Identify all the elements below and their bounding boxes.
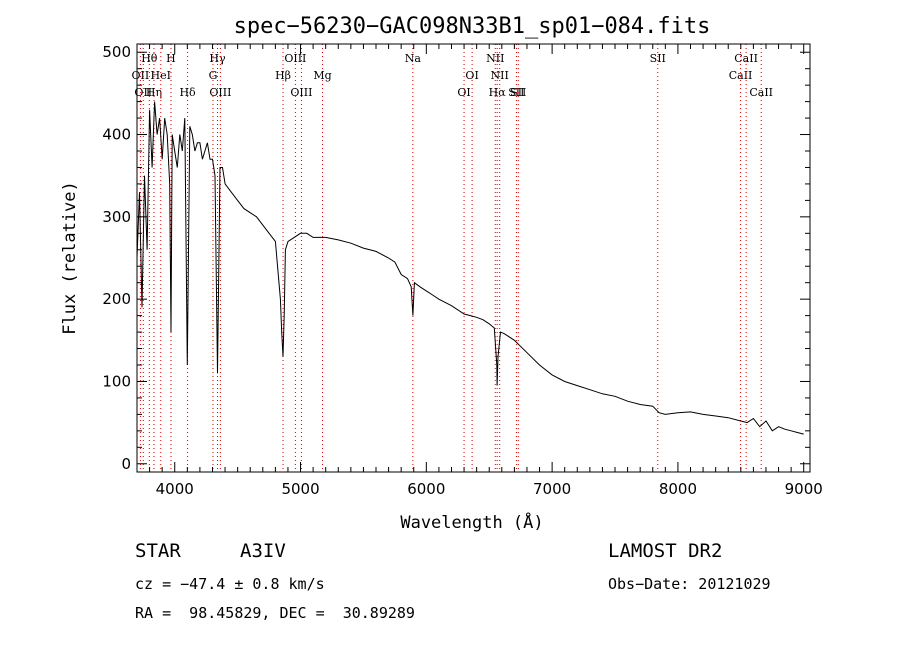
x-tick-label: 5000: [281, 480, 319, 498]
y-axis-label: Flux (relative): [60, 181, 80, 335]
line-marker-label: OIII: [284, 52, 306, 65]
line-marker-label: OIII: [290, 86, 312, 99]
ra-dec: RA = 98.45829, DEC = 30.89289: [135, 604, 415, 622]
chart-title: spec−56230−GAC098N33B1_sp01−084.fits: [234, 14, 711, 39]
object-class: STAR: [135, 540, 181, 562]
x-axis: 4000 5000 6000 7000 8000 9000: [136, 44, 823, 498]
line-marker-label: OI: [465, 69, 478, 82]
line-marker-label: SII: [650, 52, 666, 65]
x-tick-label: 6000: [407, 480, 445, 498]
y-tick-label: 0: [121, 455, 131, 473]
y-axis: 0 100 200 300 400 500: [102, 43, 810, 473]
y-tick-label: 300: [102, 208, 131, 226]
y-tick-label: 100: [102, 372, 131, 390]
x-tick-label: 4000: [156, 480, 194, 498]
plot-frame: [136, 43, 811, 473]
line-marker-label: HeI: [151, 69, 171, 82]
line-marker-label: G: [209, 69, 218, 82]
x-tick-label: 7000: [533, 480, 571, 498]
line-marker-label: Na: [405, 52, 422, 65]
line-marker-label: OI: [457, 86, 470, 99]
line-marker-label: CaII: [734, 52, 758, 65]
line-marker-label: H: [166, 52, 176, 65]
line-marker-label: Hη: [146, 86, 162, 99]
survey-name: LAMOST DR2: [608, 540, 723, 562]
line-marker-label: SII: [508, 86, 524, 99]
line-marker-label: Hδ: [179, 86, 196, 99]
line-marker-label: Hβ: [275, 69, 291, 82]
x-axis-label: Wavelength (Å): [400, 511, 543, 533]
spectral-subclass: A3IV: [240, 540, 286, 562]
velocity: cz = −47.4 ± 0.8 km/s: [135, 575, 325, 593]
line-marker-label: NII: [491, 69, 509, 82]
line-marker-label: Hα: [489, 86, 507, 99]
line-marker-label: OII: [132, 69, 150, 82]
obs-date: Obs−Date: 20121029: [608, 575, 771, 593]
line-marker-label: SII: [510, 86, 526, 99]
y-tick-label: 200: [102, 290, 131, 308]
line-markers: OIIOIIHθHηHeIHHδGHγOIIIHβOIIIOIIIMgNaOIO…: [132, 44, 773, 472]
line-marker-label: Hγ: [209, 52, 226, 65]
spectrum-line: [136, 101, 804, 435]
x-tick-label: 8000: [659, 480, 697, 498]
line-marker-label: CaII: [729, 69, 753, 82]
line-marker-label: OII: [134, 86, 152, 99]
line-marker-label: OIII: [209, 86, 231, 99]
line-marker-label: CaII: [749, 86, 773, 99]
y-tick-label: 400: [102, 126, 131, 144]
line-marker-label: Mg: [313, 69, 331, 82]
line-marker-label: Hθ: [141, 52, 158, 65]
line-marker-label: NII: [486, 52, 504, 65]
y-tick-label: 500: [102, 43, 131, 61]
x-tick-label: 9000: [785, 480, 823, 498]
